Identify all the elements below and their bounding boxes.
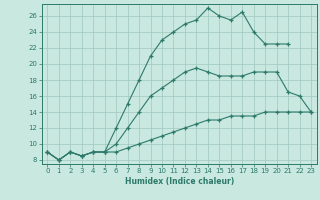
X-axis label: Humidex (Indice chaleur): Humidex (Indice chaleur)	[124, 177, 234, 186]
